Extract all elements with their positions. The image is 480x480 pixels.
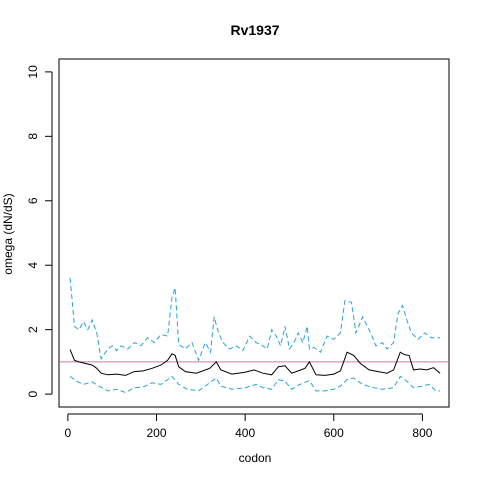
plot-frame xyxy=(58,58,450,408)
y-axis: 0 2 4 6 8 10 xyxy=(26,65,53,397)
series-layer xyxy=(59,278,449,394)
x-tick-label: 400 xyxy=(235,426,255,440)
x-tick-label: 0 xyxy=(65,426,72,440)
y-tick-label: 6 xyxy=(26,197,40,204)
x-tick-label: 200 xyxy=(146,426,166,440)
y-tick-label: 2 xyxy=(26,326,40,333)
y-tick-label: 8 xyxy=(26,133,40,140)
x-tick-label: 600 xyxy=(324,426,344,440)
x-axis: 0 200 400 600 800 xyxy=(65,413,433,440)
chart-title: Rv1937 xyxy=(230,22,279,38)
series-line-1 xyxy=(69,278,441,362)
y-tick-label: 0 xyxy=(26,390,40,397)
y-tick-label: 4 xyxy=(26,262,40,269)
series-line-0 xyxy=(69,349,441,376)
y-axis-label: omega (dN/dS) xyxy=(1,193,15,274)
series-line-2 xyxy=(69,375,441,394)
y-tick-label: 10 xyxy=(26,65,40,79)
x-tick-label: 800 xyxy=(412,426,432,440)
x-axis-label: codon xyxy=(239,451,272,465)
